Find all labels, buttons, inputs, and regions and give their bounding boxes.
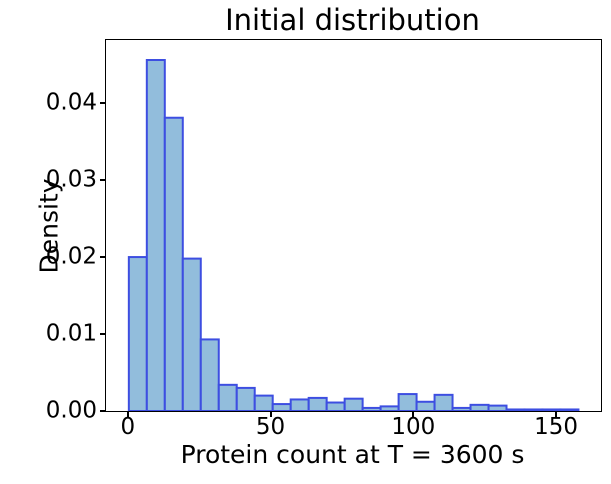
histogram-bar — [289, 398, 310, 411]
histogram-bar — [217, 383, 238, 411]
histogram-bar — [523, 408, 544, 411]
y-tick-mark — [100, 409, 105, 412]
histogram-bar — [415, 400, 436, 411]
y-tick-label: 0.04 — [45, 89, 97, 116]
y-tick-label: 0.03 — [45, 166, 97, 193]
y-tick-mark — [100, 255, 105, 258]
y-tick-label: 0.02 — [45, 243, 97, 270]
histogram-bar — [163, 116, 184, 411]
x-tick-label: 0 — [120, 414, 136, 440]
histogram-bar — [145, 59, 166, 411]
x-tick-mark — [126, 411, 129, 417]
x-tick-label: 100 — [391, 414, 436, 440]
histogram-bar — [505, 408, 526, 411]
histogram-bars — [127, 59, 580, 411]
x-tick-label: 50 — [255, 414, 286, 440]
histogram-bar — [199, 338, 220, 411]
histogram-bar — [379, 405, 400, 411]
histogram-bar — [559, 408, 580, 411]
histogram-bar — [397, 393, 418, 411]
histogram-bar — [181, 257, 202, 411]
y-tick-mark — [100, 101, 105, 104]
histogram-bar — [253, 394, 274, 411]
histogram-bar — [307, 396, 328, 411]
y-tick-mark — [100, 178, 105, 181]
plot-area — [105, 39, 602, 412]
histogram-bar — [325, 401, 346, 411]
histogram-bar — [361, 406, 382, 411]
histogram-bar — [343, 397, 364, 411]
chart-title: Initial distribution — [225, 3, 480, 37]
x-tick-mark — [412, 411, 415, 417]
histogram-bar — [469, 403, 490, 411]
x-tick-mark — [555, 411, 558, 417]
x-axis-label: Protein count at T = 3600 s — [180, 440, 525, 469]
histogram-bar — [541, 408, 562, 411]
histogram-bar — [235, 386, 256, 411]
x-tick-label: 150 — [534, 414, 578, 440]
histogram-bar — [127, 256, 148, 411]
histogram-bar — [271, 403, 292, 411]
histogram-bar — [433, 393, 454, 411]
y-tick-mark — [100, 332, 105, 335]
histogram-bar — [451, 406, 472, 411]
y-tick-label: 0.00 — [45, 397, 97, 423]
y-tick-label: 0.01 — [45, 320, 97, 347]
x-tick-mark — [269, 411, 272, 417]
histogram-bar — [487, 404, 508, 411]
